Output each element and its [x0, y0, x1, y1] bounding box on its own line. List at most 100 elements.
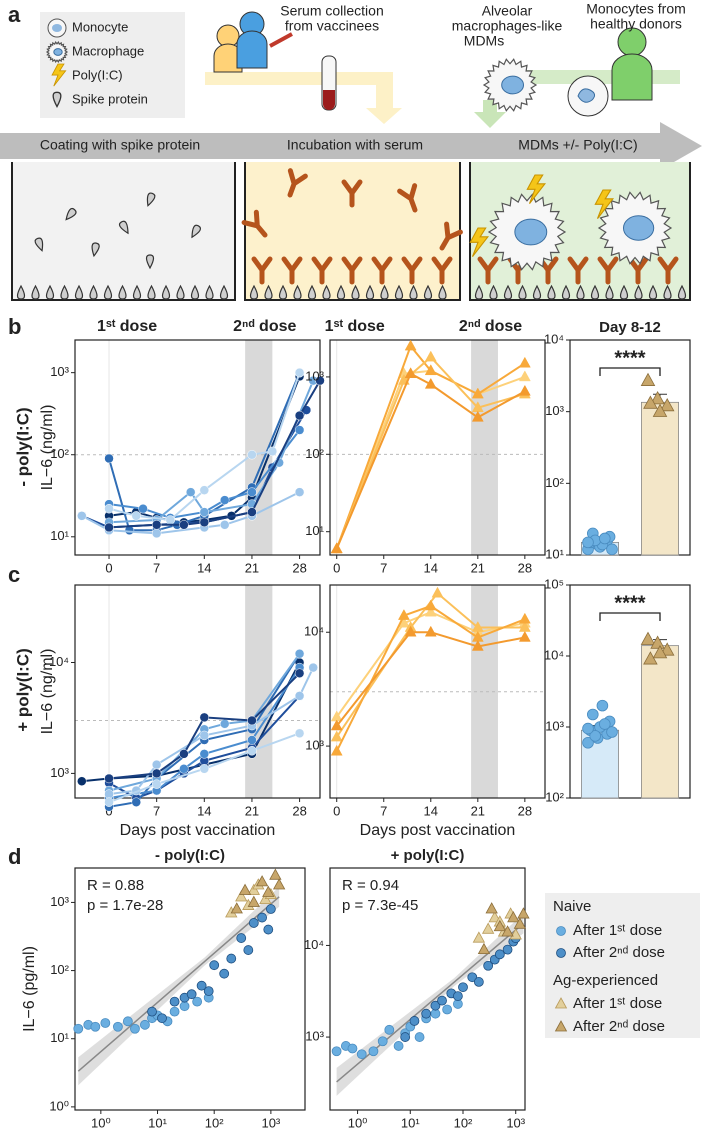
- circle-marker: [199, 507, 210, 517]
- triangle-marker: [488, 911, 501, 923]
- spike-protein: [249, 284, 259, 300]
- antibody: [371, 256, 393, 285]
- y-tick-label: 10²: [50, 962, 69, 977]
- spike-protein: [132, 284, 142, 300]
- triangle-marker: [269, 868, 282, 880]
- triangle-marker: [424, 377, 437, 389]
- x-tick-label: 7: [153, 803, 160, 818]
- circle-marker: [598, 532, 611, 545]
- fit-line: [336, 922, 524, 1083]
- stat-label: R = 0.94: [342, 877, 399, 894]
- circle-marker: [157, 1013, 167, 1024]
- plot-frame: [569, 339, 691, 556]
- triangle-marker: [330, 542, 343, 554]
- circle-marker: [219, 520, 230, 530]
- y-tick-label: 10⁴: [49, 654, 69, 669]
- y-tick-label: 10³: [50, 894, 69, 909]
- circle-marker: [192, 996, 203, 1007]
- antibody: [341, 256, 363, 285]
- nucleus: [501, 75, 525, 95]
- triangle-marker: [471, 410, 484, 422]
- circle-marker: [467, 972, 478, 983]
- y-tick-label: 10¹: [50, 1030, 69, 1045]
- spike-protein: [65, 207, 77, 221]
- circle-marker: [247, 487, 257, 497]
- spike-protein: [103, 284, 113, 300]
- y-tick-label: 10⁴: [544, 331, 564, 346]
- tube-blood: [323, 90, 335, 110]
- circle-marker: [179, 1001, 190, 1012]
- timeline-arrow: [0, 133, 660, 159]
- flow-arrow: [474, 100, 506, 128]
- step-label: Incubation with serum: [287, 137, 423, 153]
- triangle-marker: [481, 922, 495, 934]
- circle-marker: [151, 768, 162, 779]
- circle-marker: [421, 1008, 432, 1019]
- x-tick-label: 21: [471, 560, 485, 575]
- spike-protein: [60, 284, 69, 300]
- circle-marker: [179, 749, 189, 759]
- y-tick-label: 10³: [545, 718, 564, 733]
- spike-protein: [45, 284, 55, 300]
- x-tick-label: 28: [518, 560, 532, 575]
- circle-marker: [104, 522, 114, 533]
- y-tick-label: 10³: [545, 403, 564, 418]
- nucleus: [53, 48, 63, 56]
- circle-marker: [263, 924, 274, 935]
- x-tick-label: 28: [292, 560, 306, 575]
- triangle-marker: [404, 625, 417, 637]
- circle-marker: [248, 918, 259, 928]
- spike-protein: [146, 192, 156, 207]
- x-tick-label: 10³: [261, 1115, 280, 1129]
- x-tick-label: 10³: [506, 1115, 525, 1129]
- circle-marker: [294, 648, 305, 659]
- antibody: [311, 256, 333, 285]
- x-tick-label: 0: [333, 803, 340, 818]
- y-tick-label: 10²: [545, 475, 564, 490]
- antibody: [241, 209, 268, 238]
- circle-marker: [196, 980, 207, 991]
- circle-marker: [458, 982, 468, 993]
- triangle-marker: [255, 875, 269, 887]
- spike-protein: [52, 91, 62, 108]
- triangle-marker: [404, 339, 417, 351]
- spike-protein: [89, 284, 98, 300]
- circle-marker: [294, 728, 305, 739]
- bar: [641, 645, 680, 799]
- x-tick-label: 21: [245, 803, 259, 818]
- y-axis-label: IL−6 (ng/ml): [39, 405, 56, 491]
- triangle-marker: [471, 387, 484, 399]
- plot-frame: [329, 584, 546, 799]
- circle-marker: [199, 485, 210, 495]
- spike-protein: [278, 284, 288, 300]
- triangle-marker: [650, 391, 665, 405]
- series-line: [108, 667, 301, 799]
- antibody: [439, 221, 463, 251]
- spike-protein: [634, 284, 643, 300]
- x-tick-label: 28: [292, 803, 306, 818]
- bar: [641, 401, 680, 556]
- plot-frame: [569, 584, 691, 799]
- label: healthy donors: [590, 16, 682, 32]
- triangle-marker: [477, 942, 491, 955]
- circle-marker: [437, 995, 447, 1006]
- circle-marker: [414, 1032, 425, 1042]
- spike-protein: [293, 284, 302, 300]
- circle-marker: [113, 1021, 123, 1032]
- x-tick-label: 10⁰: [91, 1115, 111, 1129]
- triangle-marker: [652, 645, 668, 659]
- circle-marker: [294, 691, 305, 701]
- spike-protein: [423, 284, 433, 300]
- triangle-marker: [652, 403, 668, 417]
- circle-marker: [247, 746, 257, 756]
- circle-marker: [131, 511, 141, 521]
- plot-frame: [74, 584, 321, 799]
- circle-marker: [151, 759, 162, 770]
- triangle-marker: [330, 744, 343, 756]
- nucleus: [622, 215, 655, 241]
- triangle-marker: [518, 356, 531, 368]
- circle-marker: [331, 1046, 342, 1057]
- legend-label: After 2ⁿᵈ dose: [573, 1018, 665, 1035]
- step-label: Coating with spike protein: [40, 137, 200, 153]
